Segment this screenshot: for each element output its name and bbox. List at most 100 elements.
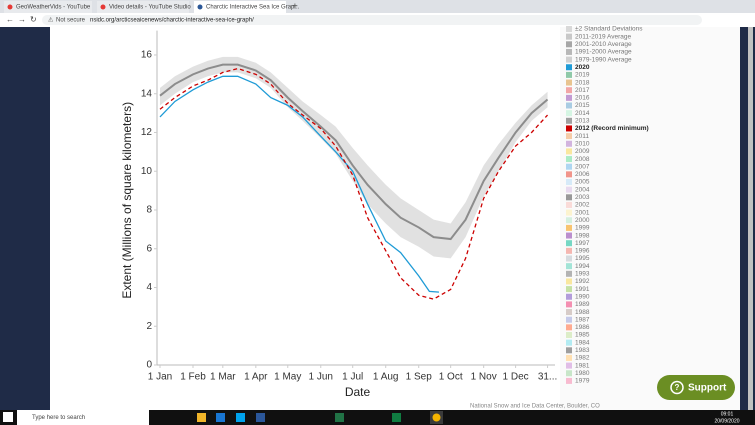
y-tick-label: 8 (146, 205, 152, 216)
legend-swatch (566, 263, 572, 270)
legend-label: 2019 (575, 72, 590, 79)
taskbar-app[interactable] (216, 413, 225, 422)
x-tick-label: 1 Nov (471, 372, 497, 383)
legend-label: 2000 (575, 217, 590, 224)
new-tab-button[interactable]: + (292, 2, 298, 13)
x-tick-label: 1 Jul (342, 372, 363, 383)
legend-panel (560, 27, 740, 410)
legend-swatch (566, 64, 572, 71)
legend-label: 2018 (575, 79, 590, 86)
taskbar-app[interactable] (392, 413, 401, 422)
x-tick-label: 1 Aug (373, 372, 399, 383)
legend-swatch (566, 179, 572, 185)
taskbar-app[interactable] (236, 413, 245, 422)
legend-swatch (566, 171, 572, 178)
taskbar-app[interactable] (335, 413, 344, 422)
tab[interactable] (97, 1, 189, 13)
legend-swatch (566, 332, 572, 338)
clock-date: 20/09/2020 (714, 418, 739, 424)
legend-label: 1991-2000 Average (575, 49, 632, 56)
legend-label: 1996 (575, 248, 590, 255)
x-tick-label: 1 Apr (244, 372, 268, 383)
legend-swatch (566, 79, 572, 86)
legend-label: 2020 (575, 64, 590, 71)
legend-label: 1991 (575, 286, 590, 293)
legend-label: 2011 (575, 133, 589, 140)
y-tick-label: 4 (146, 282, 152, 293)
reload-button[interactable]: ↻ (30, 15, 37, 24)
series-line (159, 75, 440, 293)
legend-swatch (566, 270, 572, 277)
legend-swatch (566, 362, 572, 369)
security-label: Not secure (56, 18, 86, 24)
y-axis-title: Extent (Millions of square kilometers) (120, 102, 134, 299)
legend-label: 2001-2010 Average (575, 41, 632, 48)
forward-button[interactable]: → (18, 15, 26, 24)
series-line (159, 63, 549, 241)
legend-label: 1988 (575, 309, 590, 316)
tab-icon (100, 4, 106, 10)
start-button[interactable] (3, 412, 13, 422)
legend-swatch (566, 370, 572, 377)
legend-swatch (566, 110, 572, 117)
legend-swatch (566, 71, 572, 78)
legend-swatch (566, 33, 572, 40)
taskbar-app[interactable] (197, 413, 206, 422)
legend-swatch (566, 224, 572, 231)
series-line (159, 67, 549, 300)
x-tick-label: 1 Jun (309, 372, 333, 383)
legend-label: 1994 (575, 263, 590, 270)
std-band (160, 56, 548, 259)
omnibox[interactable] (42, 15, 702, 25)
legend-label: 1987 (575, 316, 590, 323)
legend-swatch (566, 140, 572, 147)
legend-label: 1981 (575, 362, 590, 369)
legend-label: 2012 (Record minimum) (575, 125, 649, 132)
x-tick-label: 1 May (274, 372, 301, 383)
legend-swatch (566, 316, 572, 323)
legend-label: 1990 (575, 293, 590, 300)
legend-label: 2002 (575, 202, 590, 209)
legend-label: 1999 (575, 225, 590, 232)
legend-label: 1979-1990 Average (575, 56, 632, 63)
search-placeholder: Type here to search (32, 415, 85, 421)
legend-swatch (566, 156, 572, 163)
legend-label: 2006 (575, 171, 590, 178)
legend-swatch (566, 278, 572, 285)
y-tick-label: 2 (146, 321, 152, 332)
legend-swatch (566, 201, 572, 208)
legend-label: 2005 (575, 179, 590, 186)
legend-label: 2007 (575, 163, 590, 170)
scrollbar[interactable] (748, 27, 753, 410)
search-box[interactable] (17, 410, 149, 425)
legend-label: 1984 (575, 339, 590, 346)
x-tick-label: 1 Dec (503, 372, 529, 383)
legend-swatch (566, 247, 572, 254)
taskbar-app[interactable] (256, 413, 265, 422)
legend-swatch (566, 26, 572, 32)
legend-swatch (566, 133, 572, 140)
legend-label: 2008 (575, 156, 590, 163)
legend-label: 1985 (575, 332, 590, 339)
tab-active[interactable] (194, 1, 286, 13)
x-tick-label: 1 Feb (180, 372, 206, 383)
back-button[interactable]: ← (6, 15, 14, 24)
legend-swatch (566, 324, 572, 331)
legend-swatch (566, 102, 572, 109)
legend-swatch (566, 255, 572, 262)
tab[interactable] (4, 1, 92, 13)
chart: 0 2 4 6 8 10 12 14 16 1 Jan 1 Feb 1 Mar 1 Apr 1 May 1 … (120, 26, 649, 399)
legend-swatch (566, 41, 572, 48)
legend-swatch (566, 293, 572, 300)
x-tick-label: 1 Sep (406, 372, 433, 383)
tab-title: Charctic Interactive Sea Ice Grap... (206, 5, 300, 11)
legend-label: 1982 (575, 355, 590, 362)
security-icon: ⚠ (48, 17, 54, 24)
x-tick-label: 1 Mar (210, 372, 236, 383)
legend-swatch (566, 286, 572, 293)
legend-label: 2003 (575, 194, 590, 201)
legend-swatch (566, 232, 572, 239)
legend-label: 1980 (575, 370, 590, 377)
credit: National Snow and Ice Data Center, Bould… (470, 404, 600, 410)
